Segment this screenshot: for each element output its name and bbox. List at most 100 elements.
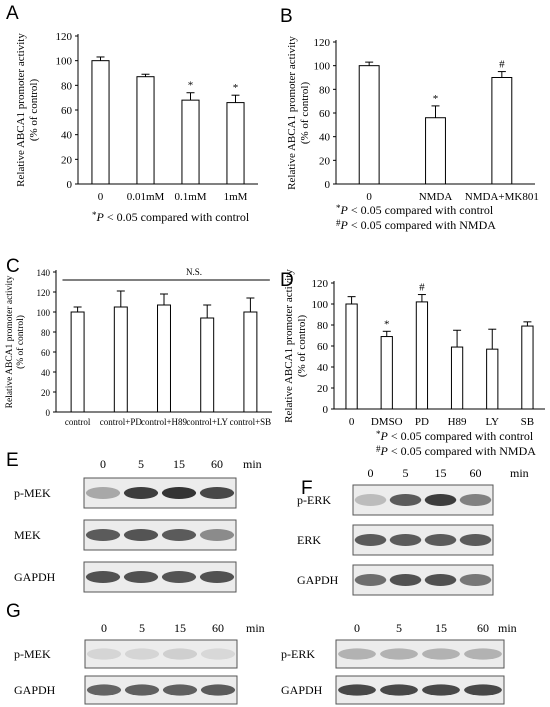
bar bbox=[380, 336, 393, 410]
time-label: 5 bbox=[139, 621, 145, 635]
blot-row-label: ERK bbox=[297, 533, 321, 547]
blot-band bbox=[124, 648, 160, 660]
y-tick-label: 100 bbox=[314, 61, 331, 73]
blot-band bbox=[389, 534, 422, 546]
blot-band bbox=[380, 648, 418, 660]
panel-label: B bbox=[280, 6, 293, 27]
bar bbox=[415, 301, 429, 410]
blot-g-left: G 0 5 15 60 min p-MEK GAPDH bbox=[6, 601, 265, 705]
blot-f: F 0 5 15 60 min p-ERK ERK GAPDH bbox=[297, 466, 529, 596]
y-tick-label: 80 bbox=[41, 328, 51, 338]
blot-band bbox=[85, 487, 121, 499]
y-tick-label: 40 bbox=[317, 362, 329, 374]
blot-band bbox=[86, 648, 122, 660]
blot-row-label: p-ERK bbox=[297, 493, 331, 507]
significance-star: * bbox=[384, 318, 390, 330]
blot-band bbox=[422, 684, 460, 696]
blot-row-label: GAPDH bbox=[14, 683, 56, 697]
blot-band bbox=[124, 684, 160, 696]
blot-band bbox=[161, 571, 197, 583]
blot-band bbox=[161, 487, 197, 499]
y-tick-label: 20 bbox=[317, 383, 329, 395]
x-tick-label: 0 bbox=[98, 191, 104, 203]
blot-band bbox=[354, 494, 387, 506]
blot-band bbox=[162, 648, 198, 660]
blot-band bbox=[459, 574, 492, 586]
x-tick-label: 1mM bbox=[224, 191, 248, 203]
time-label: 60 bbox=[212, 621, 224, 635]
bar bbox=[181, 99, 200, 185]
blot-band bbox=[354, 534, 387, 546]
x-tick-label: DMSO bbox=[371, 416, 403, 428]
time-label: 15 bbox=[174, 621, 186, 635]
significance-star: * bbox=[233, 82, 239, 94]
x-tick-label: 0 bbox=[366, 191, 372, 203]
bar bbox=[136, 76, 155, 185]
time-label: 15 bbox=[173, 457, 185, 471]
y-tick-label: 40 bbox=[41, 368, 51, 378]
blot-band bbox=[85, 529, 121, 541]
bar bbox=[491, 77, 513, 185]
hash-mark: # bbox=[499, 59, 505, 71]
y-tick-label: 120 bbox=[37, 288, 51, 298]
blot-band bbox=[338, 684, 376, 696]
time-unit-label: min bbox=[510, 466, 529, 480]
blot-band bbox=[380, 684, 418, 696]
y-tick-label: 20 bbox=[61, 154, 73, 166]
time-label: 60 bbox=[470, 466, 482, 480]
bar bbox=[345, 303, 358, 410]
time-label: 5 bbox=[138, 457, 144, 471]
panel-label: E bbox=[6, 450, 19, 471]
footnote: *P < 0.05 compared with control bbox=[336, 203, 494, 217]
blot-band bbox=[338, 648, 376, 660]
blot-row-label: MEK bbox=[14, 528, 41, 542]
y-tick-label: 0 bbox=[325, 179, 331, 191]
blot-row-label: GAPDH bbox=[297, 573, 339, 587]
y-tick-label: 140 bbox=[37, 268, 51, 278]
blot-band bbox=[200, 648, 236, 660]
y-axis-label: Relative ABCA1 promoter activity(% of co… bbox=[5, 275, 26, 408]
blot-e: E 0 5 15 60 min p-MEK MEK GAPDH bbox=[6, 450, 262, 593]
y-tick-label: 80 bbox=[61, 80, 73, 92]
blot-band bbox=[464, 684, 502, 696]
y-tick-label: 60 bbox=[317, 341, 329, 353]
time-label: 5 bbox=[403, 466, 409, 480]
blot-band bbox=[123, 487, 159, 499]
y-tick-label: 100 bbox=[312, 299, 329, 311]
y-tick-label: 100 bbox=[37, 308, 51, 318]
blot-band bbox=[85, 571, 121, 583]
bar bbox=[358, 65, 380, 185]
y-axis-label: Relative ABCA1 promoter activity(% of co… bbox=[286, 36, 311, 190]
y-tick-label: 0 bbox=[67, 179, 73, 191]
blot-row-label: p-MEK bbox=[14, 486, 51, 500]
blot-band bbox=[389, 494, 422, 506]
blot-row-label: p-MEK bbox=[14, 647, 51, 661]
y-tick-label: 120 bbox=[56, 31, 73, 43]
footnote: #P < 0.05 compared with NMDA bbox=[336, 218, 496, 232]
blot-band bbox=[354, 574, 387, 586]
footnote: *P < 0.05 compared with control bbox=[92, 210, 250, 224]
y-tick-label: 20 bbox=[41, 388, 51, 398]
y-tick-label: 80 bbox=[317, 320, 329, 332]
time-label: 0 bbox=[101, 621, 107, 635]
blot-band bbox=[200, 684, 236, 696]
x-tick-label: 0 bbox=[349, 416, 355, 428]
blot-band bbox=[123, 529, 159, 541]
panel-label: D bbox=[280, 270, 294, 291]
y-tick-label: 120 bbox=[314, 37, 331, 49]
time-label: 15 bbox=[435, 621, 447, 635]
blot-band bbox=[86, 684, 122, 696]
time-label: 60 bbox=[477, 621, 489, 635]
y-axis-label: Relative ABCA1 promoter activity(% of co… bbox=[283, 269, 308, 423]
blot-row-label: p-ERK bbox=[281, 647, 315, 661]
bar bbox=[70, 311, 85, 413]
x-tick-label: H89 bbox=[448, 416, 467, 428]
time-unit-label: min bbox=[498, 621, 517, 635]
y-tick-label: 60 bbox=[41, 348, 51, 358]
blot-g-right: 0 5 15 60 min p-ERK GAPDH bbox=[281, 621, 517, 705]
bar bbox=[113, 306, 128, 413]
y-tick-label: 80 bbox=[319, 84, 331, 96]
significance-star: * bbox=[188, 80, 194, 92]
